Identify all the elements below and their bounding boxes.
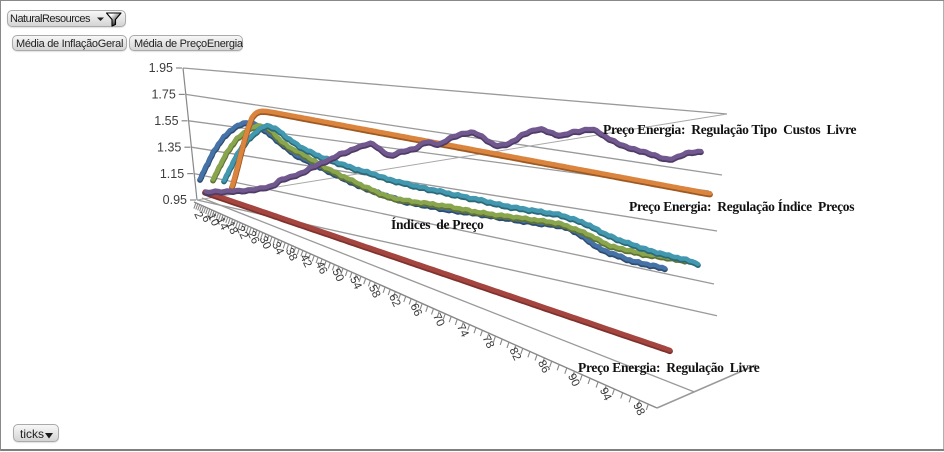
svg-text:1.75: 1.75 xyxy=(151,88,175,102)
svg-text:22: 22 xyxy=(234,224,250,241)
svg-text:Preço Energia: Regulação Tipo: Preço Energia: Regulação Tipo Custos Liv… xyxy=(603,122,857,137)
svg-text:90: 90 xyxy=(565,372,581,389)
svg-text:82: 82 xyxy=(506,346,522,363)
svg-text:1.55: 1.55 xyxy=(154,114,178,128)
svg-text:26: 26 xyxy=(245,229,261,246)
svg-text:10: 10 xyxy=(205,211,221,228)
svg-text:54: 54 xyxy=(347,275,364,292)
svg-text:98: 98 xyxy=(630,401,646,418)
svg-text:1.35: 1.35 xyxy=(157,140,181,154)
svg-text:1.15: 1.15 xyxy=(160,167,184,181)
svg-text:34: 34 xyxy=(269,240,286,257)
svg-text:58: 58 xyxy=(366,283,382,300)
svg-text:18: 18 xyxy=(223,220,239,237)
svg-text:Índices de Preço: Índices de Preço xyxy=(391,217,484,232)
svg-text:50: 50 xyxy=(329,267,345,284)
svg-text:1.95: 1.95 xyxy=(149,61,173,75)
svg-text:30: 30 xyxy=(256,235,272,252)
svg-text:86: 86 xyxy=(535,358,551,375)
svg-text:46: 46 xyxy=(313,260,329,277)
svg-text:94: 94 xyxy=(597,386,614,403)
svg-text:14: 14 xyxy=(214,215,231,232)
svg-text:62: 62 xyxy=(386,292,402,309)
svg-text:78: 78 xyxy=(480,334,496,351)
svg-text:66: 66 xyxy=(407,302,423,319)
svg-text:38: 38 xyxy=(283,246,299,263)
svg-text:6: 6 xyxy=(199,213,213,224)
svg-text:74: 74 xyxy=(454,322,471,339)
svg-text:Preço Energia: Regulação Liv: Preço Energia: Regulação Livre xyxy=(578,360,760,375)
svg-text:2: 2 xyxy=(191,210,205,221)
svg-text:Preço Energia: Regulação Índi: Preço Energia: Regulação Índice Preços xyxy=(629,199,854,214)
svg-text:42: 42 xyxy=(297,253,313,270)
svg-text:0.95: 0.95 xyxy=(163,193,187,207)
svg-text:70: 70 xyxy=(430,312,446,329)
